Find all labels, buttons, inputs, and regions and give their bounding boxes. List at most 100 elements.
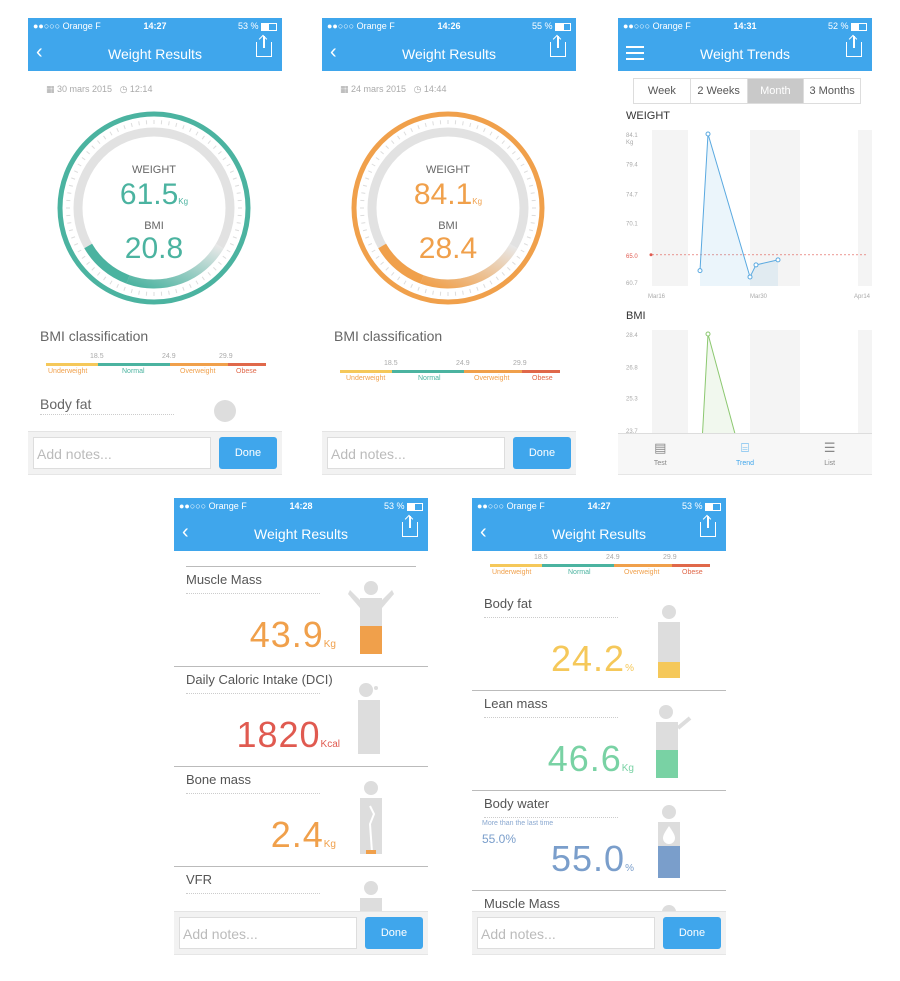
notes-input[interactable]: Add notes... bbox=[179, 917, 357, 949]
tab-test[interactable]: ▤ Test bbox=[653, 440, 667, 467]
nav-bar: ‹ Weight Results bbox=[322, 35, 576, 71]
nav-title: Weight Trends bbox=[699, 46, 790, 62]
tab-month[interactable]: Month bbox=[747, 79, 805, 103]
bmi-value: 28.4 bbox=[418, 232, 478, 265]
nav-title: Weight Results bbox=[254, 526, 348, 542]
bmi-chart: 28.4 26.8 25.3 23.7 bbox=[626, 330, 872, 434]
bmi-value: 20.8 bbox=[124, 232, 184, 265]
chart-band bbox=[858, 130, 872, 286]
data-point bbox=[775, 257, 781, 263]
chart-band bbox=[750, 330, 800, 434]
water-figure-icon bbox=[658, 805, 680, 878]
y-tick-label: 25.3 bbox=[626, 396, 638, 402]
muscle-figure-icon bbox=[348, 581, 394, 654]
back-icon[interactable]: ‹ bbox=[36, 41, 43, 63]
ring-progress-start bbox=[84, 243, 130, 284]
divider bbox=[186, 566, 416, 567]
y-tick-label: 79.4 bbox=[626, 163, 638, 169]
battery: 53 % bbox=[238, 21, 277, 31]
bmi-scale: 18.5 24.9 29.9 Underweight Normal Overwe… bbox=[340, 360, 560, 390]
battery-icon bbox=[261, 22, 277, 31]
metric-body-water: Body water More than the last time 55.0%… bbox=[472, 790, 726, 891]
nav-bar: ‹ Weight Results bbox=[28, 35, 282, 71]
notes-bar: Add notes... Done bbox=[322, 431, 576, 474]
tab-week[interactable]: Week bbox=[634, 79, 691, 103]
tab-3-months[interactable]: 3 Months bbox=[809, 85, 855, 97]
clock: 14:31 bbox=[733, 21, 757, 31]
done-button[interactable]: Done bbox=[219, 437, 277, 469]
tab-2-weeks[interactable]: 2 Weeks bbox=[691, 79, 748, 103]
y-tick-label: 65.0 bbox=[626, 254, 638, 260]
clock: 14:27 bbox=[587, 501, 611, 511]
metric-body-fat: Body fat 24.2% bbox=[472, 590, 726, 691]
battery: 53 % bbox=[682, 501, 721, 511]
share-icon[interactable] bbox=[846, 36, 862, 57]
x-tick-label: Apr14 bbox=[854, 294, 871, 300]
carrier: ●●○○○ Orange F bbox=[33, 21, 101, 31]
target-marker bbox=[649, 253, 653, 257]
carrier: ●●○○○ Orange F bbox=[179, 501, 247, 511]
data-point bbox=[753, 262, 759, 268]
battery-icon bbox=[555, 22, 571, 31]
y-tick-label: 26.8 bbox=[626, 366, 638, 372]
notes-input[interactable]: Add notes... bbox=[477, 917, 655, 949]
status-bar: ●●○○○ Orange F 14:28 53 % bbox=[174, 498, 428, 515]
notes-bar: Add notes... Done bbox=[28, 431, 282, 474]
nav-title: Weight Results bbox=[402, 46, 496, 62]
carrier: ●●○○○ Orange F bbox=[623, 21, 691, 31]
body-water-previous: 55.0% bbox=[482, 832, 517, 846]
lean-figure-icon bbox=[656, 705, 692, 778]
weight-value: 61.5Kg bbox=[119, 178, 189, 211]
bmi-classification-title: BMI classification bbox=[334, 328, 443, 344]
metric-dci: Daily Caloric Intake (DCI) 1820Kcal bbox=[174, 666, 428, 767]
nav-title: Weight Results bbox=[108, 46, 202, 62]
metric-value: 1820Kcal bbox=[236, 714, 340, 755]
back-icon[interactable]: ‹ bbox=[480, 521, 487, 543]
metric-bone-mass: Bone mass 2.4Kg bbox=[174, 766, 428, 867]
notes-input[interactable]: Add notes... bbox=[33, 437, 211, 469]
tab-bar: ▤ Test ⌸ Trend ☰ List bbox=[618, 433, 872, 474]
done-button[interactable]: Done bbox=[513, 437, 571, 469]
back-icon[interactable]: ‹ bbox=[182, 521, 189, 543]
metric-lean-mass: Lean mass 46.6Kg bbox=[472, 690, 726, 791]
bmi-label: BMI bbox=[438, 220, 458, 232]
period-selector: Week 2 Weeks Month 3 Months bbox=[633, 78, 861, 104]
clipboard-icon: ▤ bbox=[654, 440, 667, 455]
tab-trend[interactable]: ⌸ Trend bbox=[735, 440, 755, 467]
done-button[interactable]: Done bbox=[365, 917, 423, 949]
list-icon: ☰ bbox=[823, 440, 836, 455]
tab-list[interactable]: ☰ List bbox=[823, 440, 836, 467]
weight-ring: WEIGHT 61.5Kg BMI 20.8 bbox=[54, 108, 254, 308]
nav-title: Weight Results bbox=[552, 526, 646, 542]
metric-value: 46.6Kg bbox=[547, 738, 634, 779]
ring-progress-start bbox=[378, 243, 424, 284]
done-button[interactable]: Done bbox=[663, 917, 721, 949]
back-icon[interactable]: ‹ bbox=[330, 41, 337, 63]
body-fat-title: Body fat bbox=[40, 396, 92, 412]
status-bar: ●●○○○ Orange F 14:27 53 % bbox=[28, 18, 282, 35]
notes-input[interactable]: Add notes... bbox=[327, 437, 505, 469]
data-point bbox=[705, 331, 711, 337]
measurement-date: ▦ 30 mars 2015 ◷ 12:14 bbox=[46, 84, 153, 94]
screen-weight-results-4: ●●○○○ Orange F 14:27 53 % ‹ Weight Resul… bbox=[472, 498, 726, 955]
share-icon[interactable] bbox=[256, 36, 272, 57]
y-tick-label: 84.1 bbox=[626, 133, 638, 139]
battery-icon bbox=[407, 502, 423, 511]
share-icon[interactable] bbox=[550, 36, 566, 57]
carrier: ●●○○○ Orange F bbox=[327, 21, 395, 31]
clock: 14:28 bbox=[289, 501, 313, 511]
y-tick-label: 60.7 bbox=[626, 281, 638, 287]
weight-label: WEIGHT bbox=[426, 164, 470, 176]
ring-progress bbox=[126, 243, 224, 289]
series-area bbox=[700, 334, 750, 434]
nav-bar: ‹ Weight Results bbox=[472, 515, 726, 551]
battery: 53 % bbox=[384, 501, 423, 511]
menu-icon[interactable] bbox=[626, 46, 644, 48]
share-icon[interactable] bbox=[402, 516, 418, 537]
divider bbox=[40, 414, 174, 415]
weight-chart: 84.1 79.4 74.7 70.1 65.0 60.7 Kg Mar16 Mar30 Apr1… bbox=[626, 130, 872, 300]
chart-band bbox=[652, 130, 688, 286]
battery: 52 % bbox=[828, 21, 867, 31]
share-icon[interactable] bbox=[700, 516, 716, 537]
battery: 55 % bbox=[532, 21, 571, 31]
